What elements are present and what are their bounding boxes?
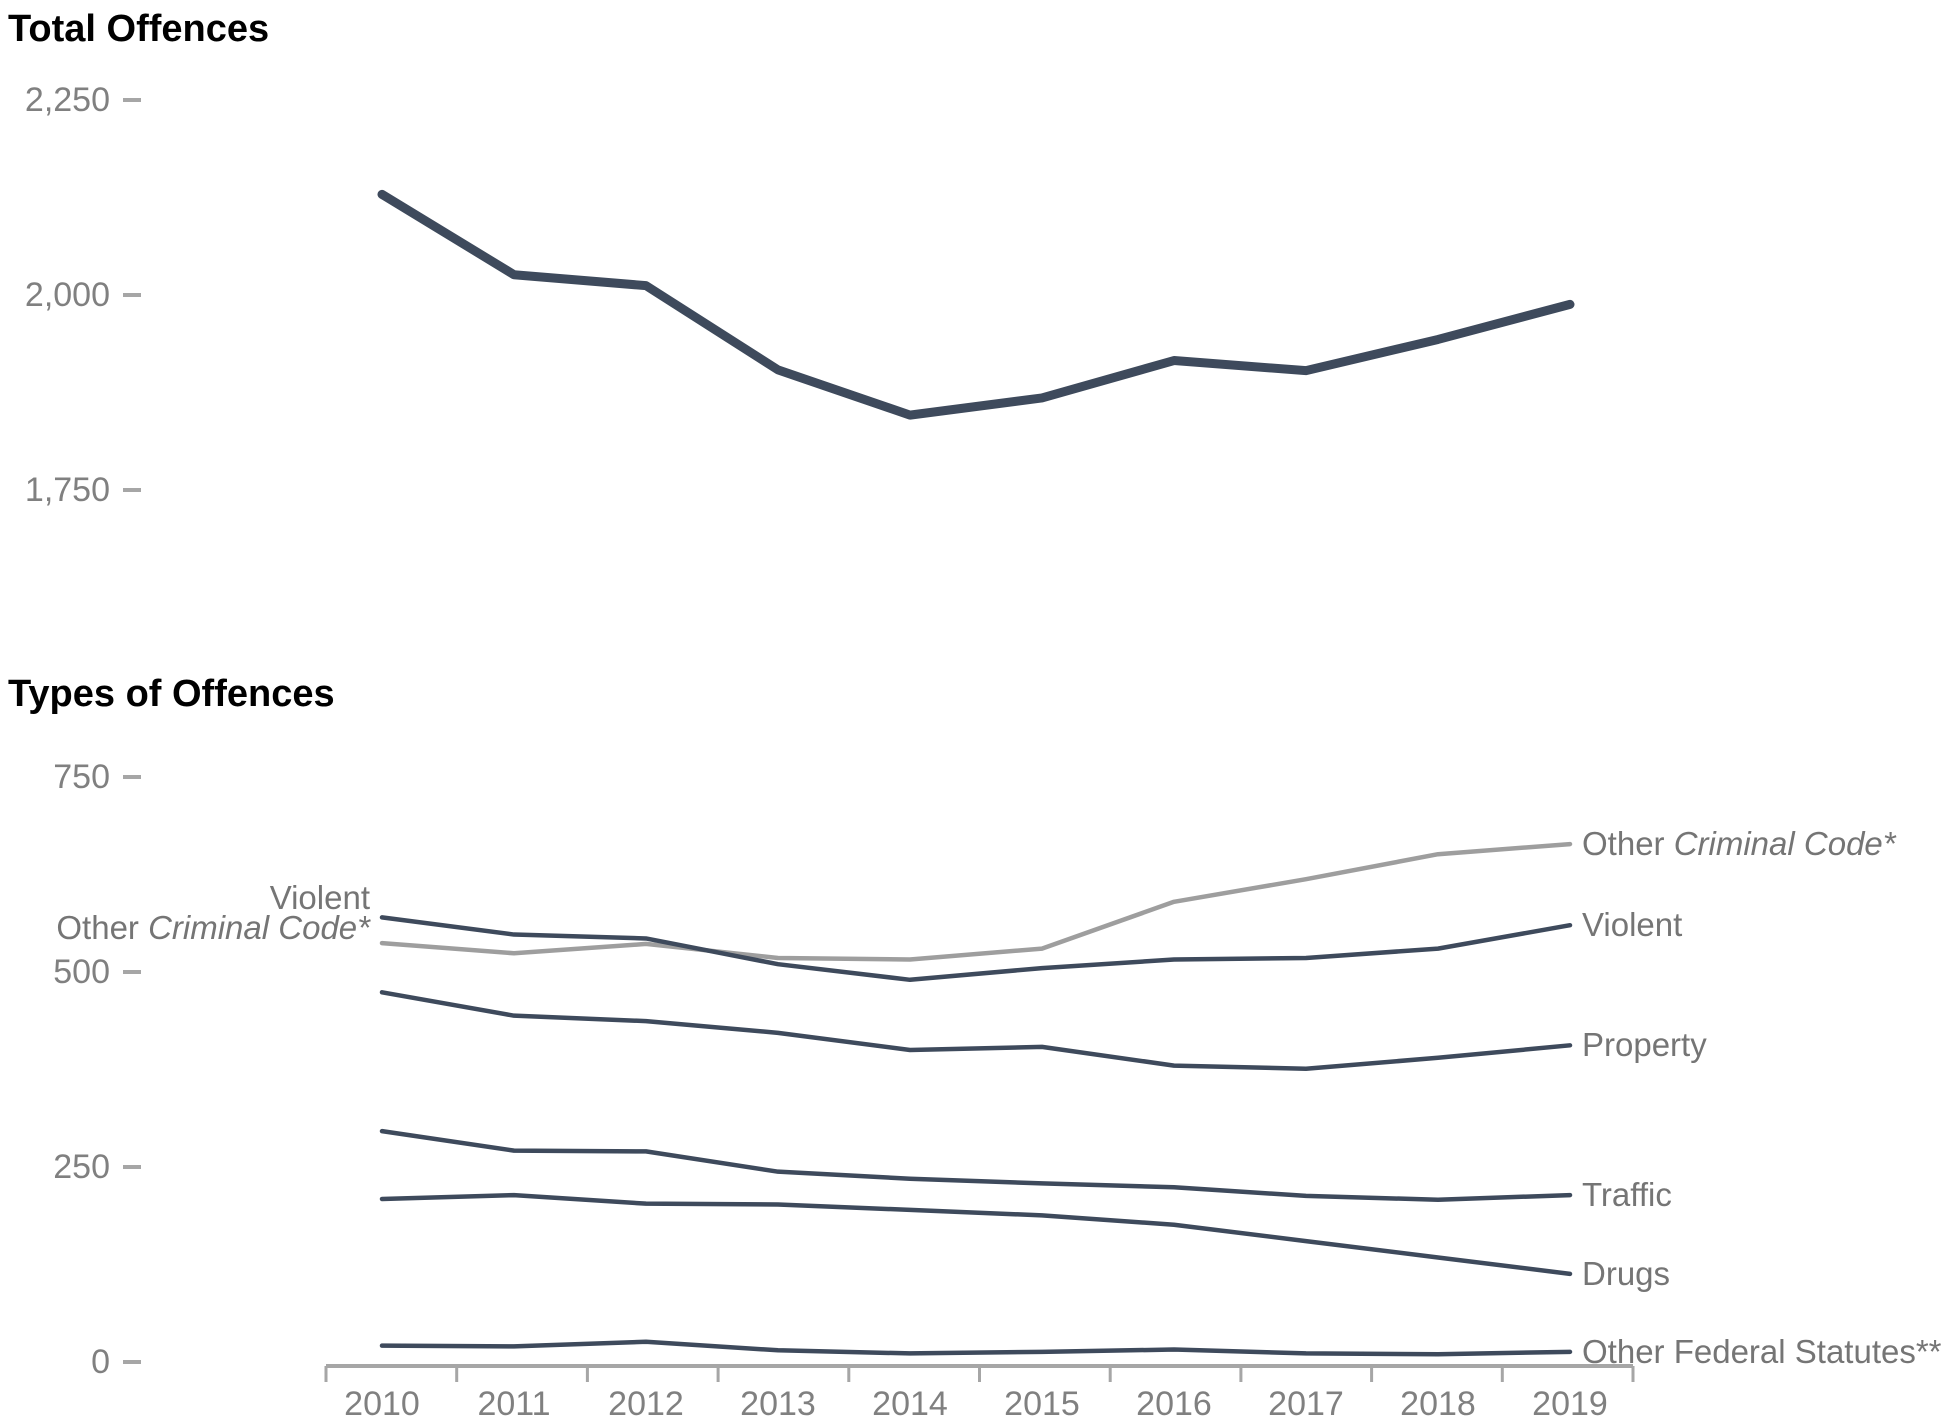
- series-label-right-violent: Violent: [1582, 904, 1682, 946]
- series-line-traffic: [379, 1128, 1573, 1203]
- series-label-text: Property: [1582, 1026, 1707, 1064]
- y-tick-label-total-offences-1-750: 1,750: [24, 471, 110, 509]
- series-line-property: [379, 990, 1573, 1071]
- series-label-text: Drugs: [1582, 1254, 1671, 1292]
- x-tick-label-2017: 2017: [1268, 1385, 1344, 1423]
- chart-title-total-offences: Total Offences: [8, 8, 270, 50]
- y-tick-label-types-of-offences-250: 250: [53, 1148, 110, 1186]
- x-tick-label-2015: 2015: [1004, 1385, 1080, 1423]
- series-label-text: Violent: [1582, 906, 1683, 944]
- series-label-text: Violent: [269, 879, 370, 917]
- y-tick-label-total-offences-2-000: 2,000: [24, 276, 110, 314]
- x-tick-label-2012: 2012: [608, 1385, 684, 1423]
- series-line-other-criminal-code: [379, 841, 1573, 962]
- series-label-left-violent: Violent: [270, 877, 370, 919]
- y-tick-label-types-of-offences-0: 0: [91, 1343, 110, 1381]
- series-label-italic-text: Criminal Code*: [1673, 825, 1896, 863]
- series-label-left-other-criminal-code: Other Criminal Code*: [56, 907, 370, 949]
- series-label-text: Traffic: [1582, 1176, 1672, 1214]
- series-label-right-drugs: Drugs: [1582, 1253, 1670, 1295]
- x-tick-label-2014: 2014: [872, 1385, 948, 1423]
- y-tick-label-total-offences-2-250: 2,250: [24, 81, 110, 119]
- y-tick-label-types-of-offences-500: 500: [53, 953, 110, 991]
- series-line-violent: [379, 915, 1573, 983]
- x-tick-label-2010: 2010: [344, 1385, 420, 1423]
- series-label-text: Other Federal Statutes**: [1582, 1332, 1942, 1370]
- series-label-italic-text: Criminal Code*: [148, 909, 370, 947]
- x-tick-label-2016: 2016: [1136, 1385, 1212, 1423]
- series-label-right-other-federal-statutes: Other Federal Statutes**: [1582, 1331, 1942, 1373]
- series-label-right-property: Property: [1582, 1024, 1707, 1066]
- series-label-text: Other: [1582, 825, 1674, 863]
- series-line-total-offences: [377, 189, 1575, 420]
- chart-title-types-of-offences: Types of Offences: [8, 673, 335, 715]
- series-label-right-traffic: Traffic: [1582, 1174, 1672, 1216]
- x-tick-label-2019: 2019: [1532, 1385, 1608, 1423]
- series-label-text: Other: [56, 909, 149, 947]
- series-line-other-federal-statutes: [379, 1339, 1573, 1357]
- x-tick-label-2011: 2011: [477, 1385, 551, 1423]
- x-tick-label-2018: 2018: [1400, 1385, 1476, 1423]
- x-tick-label-2013: 2013: [740, 1385, 816, 1423]
- y-tick-label-types-of-offences-750: 750: [53, 758, 110, 796]
- series-label-right-other-criminal-code: Other Criminal Code*: [1582, 823, 1896, 865]
- series-line-drugs: [379, 1192, 1573, 1277]
